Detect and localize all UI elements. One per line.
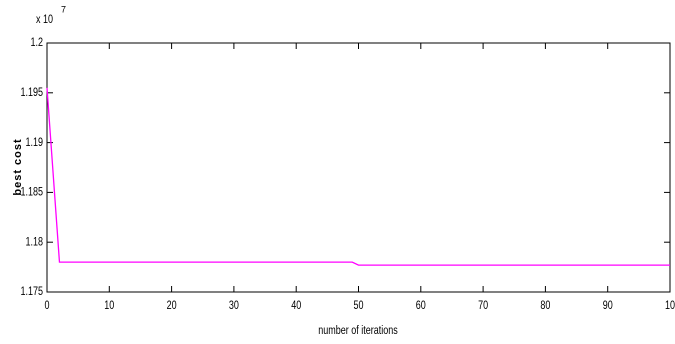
x-tick-label: 10 [104,299,114,313]
y-multiplier-base: x 10 [36,13,53,27]
x-tick-label: 80 [540,299,550,313]
y-tick-label: 1.175 [21,285,44,299]
y-tick-label: 1.195 [21,86,44,100]
y-tick-label: 1.18 [25,235,43,249]
y-multiplier-exponent: 7 [61,4,66,14]
x-tick-label: 30 [229,299,239,313]
x-tick-label: 60 [416,299,426,313]
x-tick-label: 0 [44,299,49,313]
x-tick-label: 20 [167,299,177,313]
x-tick-label: 40 [291,299,301,313]
x-axis-label: number of iterations [318,324,397,338]
y-tick-label: 1.19 [25,136,43,150]
plot-area [46,42,671,293]
y-tick-label: 1.185 [21,185,44,199]
series-line [46,87,670,266]
x-tick-label: 10 [665,299,675,313]
y-axis-label: best cost [12,138,24,195]
x-tick-label: 50 [353,299,363,313]
y-tick-label: 1.2 [30,36,43,50]
x-tick-label: 90 [603,299,613,313]
x-tick-label: 70 [478,299,488,313]
